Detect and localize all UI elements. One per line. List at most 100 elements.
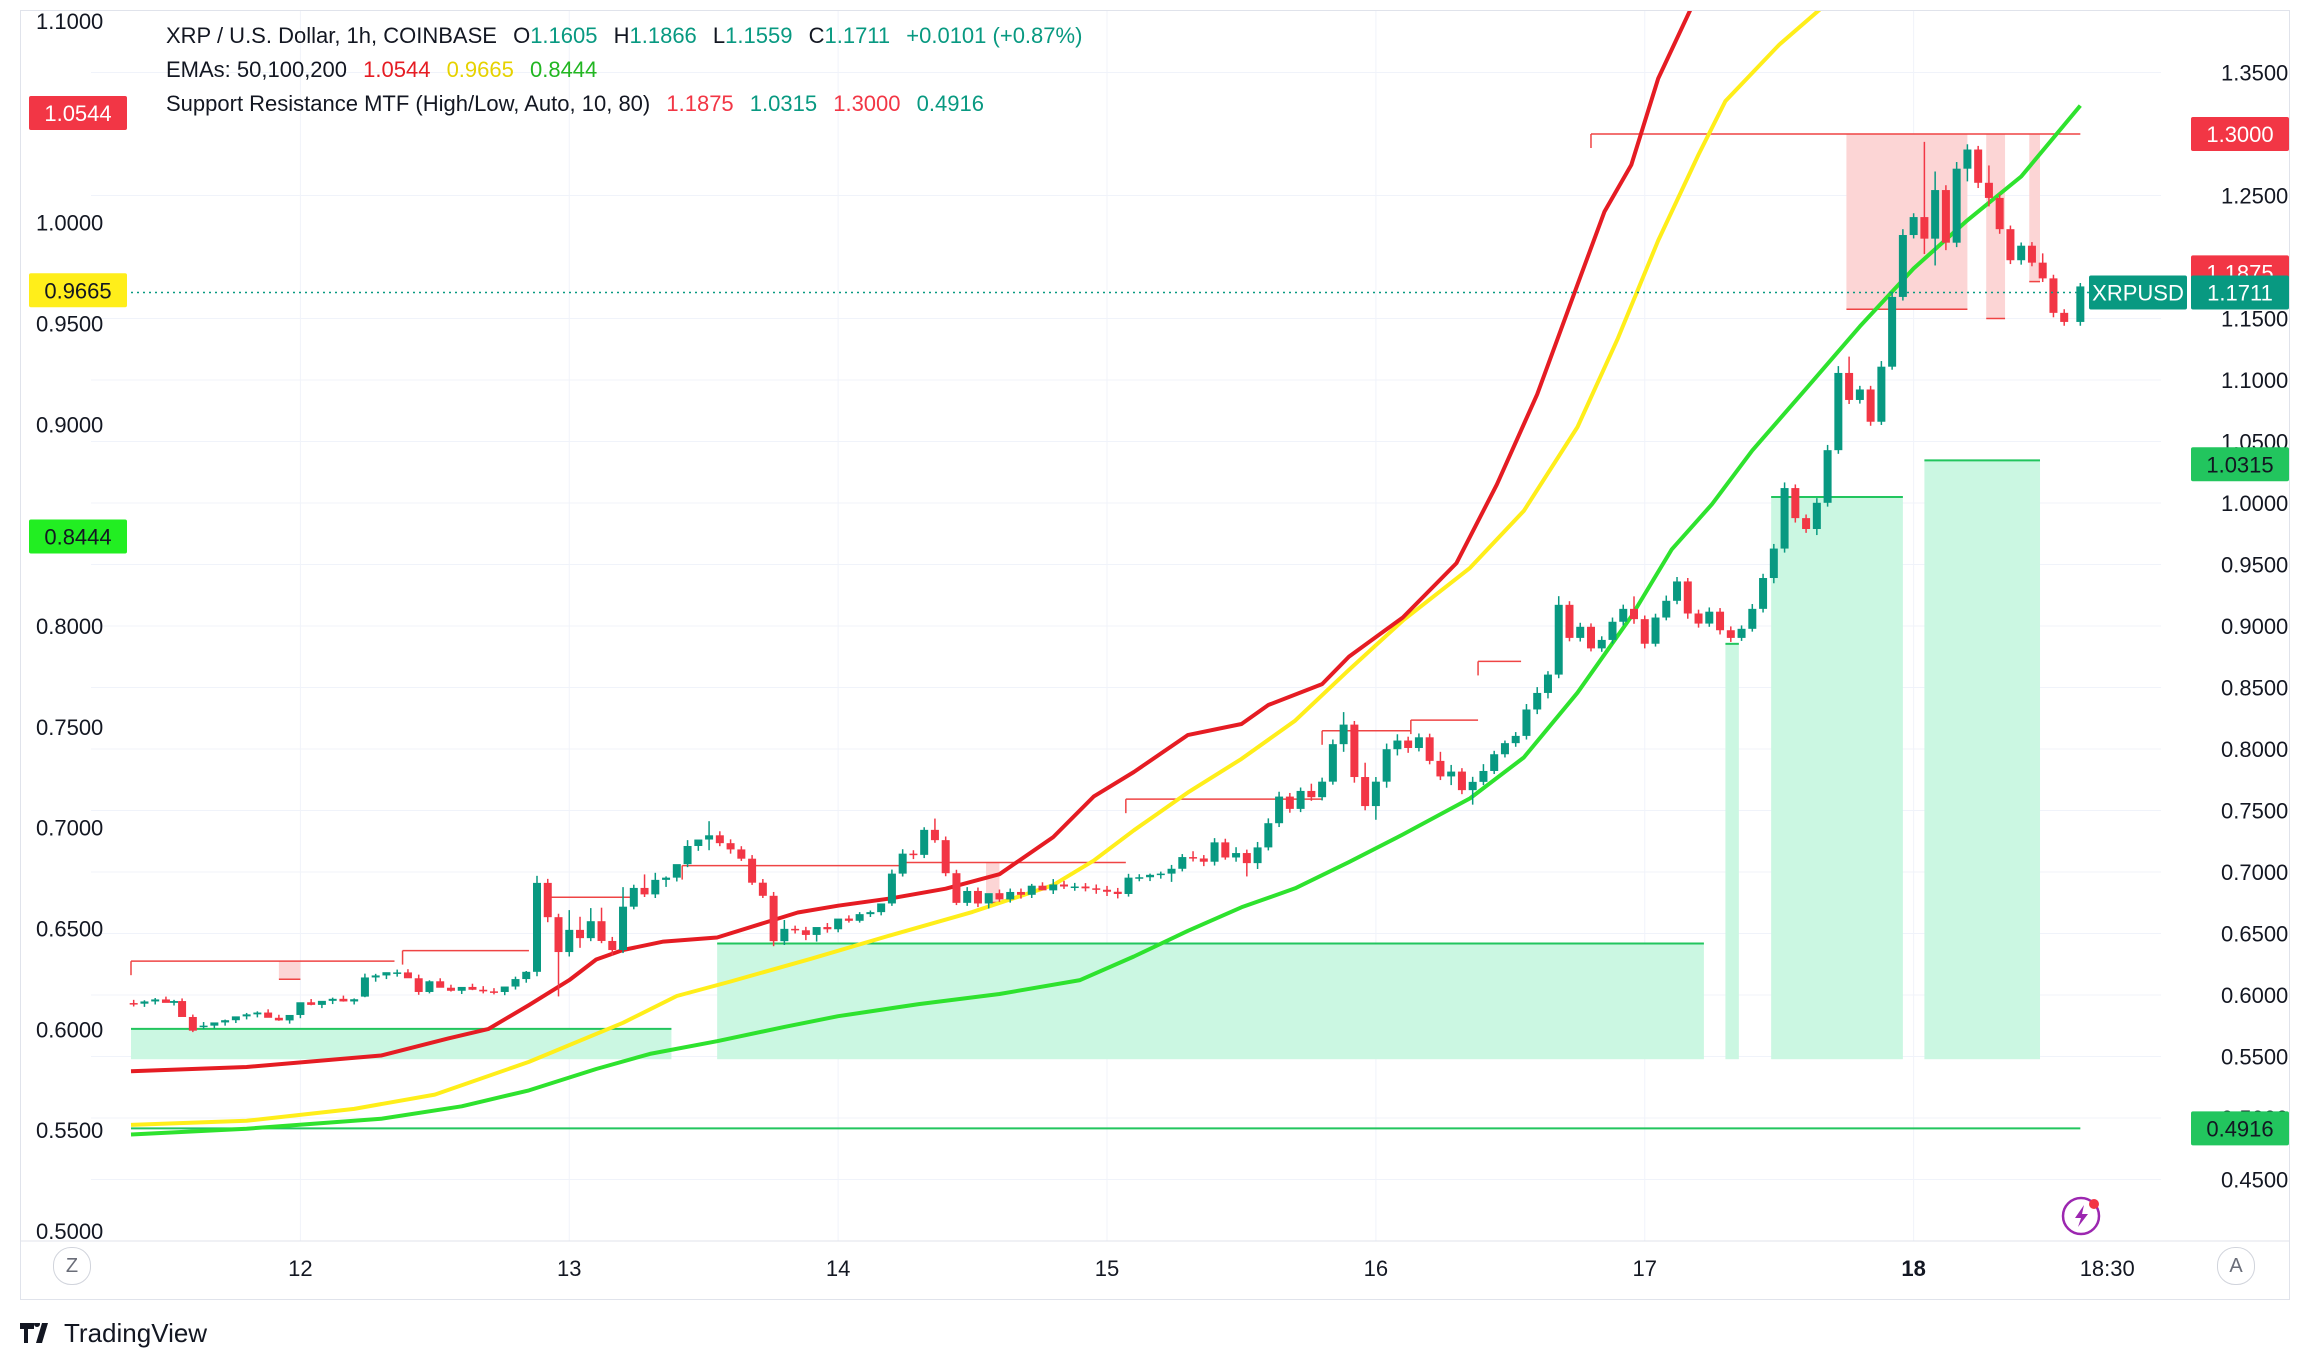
candle-body <box>1092 888 1101 890</box>
o-label: O <box>513 23 531 48</box>
candle-body <box>1941 190 1950 243</box>
lightning-icon[interactable] <box>2061 1196 2101 1236</box>
emas-label: EMAs: 50,100,200 <box>166 57 348 82</box>
candle-body <box>1543 674 1552 693</box>
legend-emas-line: EMAs: 50,100,200 1.0544 0.9665 0.8444 <box>166 57 607 83</box>
candle-body <box>887 873 896 904</box>
candle-body <box>1113 891 1122 894</box>
candle-body <box>296 1002 305 1015</box>
right-axis-tick-label: 1.3500 <box>2221 61 2288 86</box>
ema50-badge-bg <box>29 96 127 131</box>
left-axis-tick-label: 1.1000 <box>36 11 103 34</box>
legend-symbol-line: XRP / U.S. Dollar, 1h, COINBASE O1.1605 … <box>166 23 1102 49</box>
candle-body <box>1006 891 1015 900</box>
legend-title: XRP / U.S. Dollar, 1h, COINBASE <box>166 23 497 48</box>
support-low-badge-bg <box>2191 1111 2289 1146</box>
support-low-badge: 0.4916 <box>2206 1116 2273 1141</box>
sr1-value: 1.1875 <box>666 91 734 116</box>
x-axis-tick-label: 17 <box>1633 1256 1657 1281</box>
candle-body <box>2076 286 2085 322</box>
price-chart[interactable]: 1.1000 1.0000 0.9500 0.9000 0.8000 0.7500 0.70… <box>21 11 2289 1299</box>
candle-body <box>1049 884 1058 891</box>
left-axis-tick-label: 0.7500 <box>36 715 103 740</box>
lightning-icon-bolt <box>2075 1205 2088 1227</box>
sr4-value: 0.4916 <box>916 91 984 116</box>
candle-body <box>1565 604 1574 638</box>
ema100-badge: 0.9665 <box>44 278 111 303</box>
candle-body <box>769 895 778 942</box>
candle-body <box>629 887 638 907</box>
ema100-badge-bg <box>29 273 127 308</box>
auto-scale-left-button[interactable]: Z <box>53 1247 91 1285</box>
candle-body <box>877 903 886 913</box>
tradingview-logo[interactable]: TradingView <box>20 1318 207 1349</box>
candle-body <box>1124 877 1133 894</box>
h-value: 1.1866 <box>629 23 697 48</box>
left-axis-tick-label: 0.8000 <box>36 614 103 639</box>
candle-body <box>2027 245 2036 263</box>
candle-body <box>597 921 606 941</box>
last-price-badge-bg <box>2191 275 2289 310</box>
ema200-badge-bg <box>29 519 127 554</box>
candle-body <box>844 918 853 921</box>
candle-body <box>748 858 757 883</box>
candle-body <box>393 972 402 974</box>
candle-body <box>608 940 617 951</box>
legend-ohlc: O1.1605 H1.1866 L1.1559 C1.1711 +0.0101 … <box>513 23 1092 48</box>
candle-body <box>1533 692 1542 710</box>
candle-body <box>1726 630 1735 638</box>
resistance-top-badge-bg <box>2191 117 2289 151</box>
candle-body <box>1296 790 1305 809</box>
candle-body <box>1081 886 1090 889</box>
candle-body <box>941 840 950 874</box>
candle-body <box>328 998 337 1001</box>
symbol-tag: XRPUSD <box>2092 281 2184 306</box>
candle-body <box>1812 502 1821 530</box>
candle-body <box>199 1025 208 1028</box>
candle-body <box>1264 823 1273 848</box>
ema100-line <box>130 11 1822 1127</box>
support-zone <box>1771 496 1903 1060</box>
candle-body <box>1038 885 1047 891</box>
left-axis-tick-label: 0.6000 <box>36 1017 103 1042</box>
candle-body <box>1350 724 1359 778</box>
candle-body <box>264 1012 273 1018</box>
ema50-badge: 1.0544 <box>44 101 111 126</box>
candle-body <box>210 1022 219 1026</box>
candle-body <box>1909 217 1918 236</box>
candle-body <box>242 1014 251 1017</box>
candle-body <box>1630 608 1639 620</box>
support-zone <box>1924 460 2041 1060</box>
candle-body <box>715 835 724 844</box>
candle-body <box>1640 619 1649 644</box>
candle-body <box>898 853 907 874</box>
support-zone <box>717 943 1704 1060</box>
candle-body <box>619 906 628 951</box>
candle-body <box>468 986 477 990</box>
candle-body <box>457 986 466 991</box>
candle-body <box>705 835 714 840</box>
support-zone <box>131 1028 672 1060</box>
candle-body <box>1554 604 1563 675</box>
candle-body <box>920 829 929 855</box>
candle-body <box>1802 518 1811 530</box>
right-axis-tick-label: 0.5500 <box>2221 1045 2288 1070</box>
change-value: +0.0101 (+0.87%) <box>906 23 1083 48</box>
x-axis-tick-label: 16 <box>1364 1256 1388 1281</box>
candle-body <box>866 912 875 915</box>
auto-scale-right-button[interactable]: A <box>2217 1247 2255 1285</box>
candle-body <box>1705 611 1714 624</box>
support-mid-badge: 1.0315 <box>2206 452 2273 477</box>
candle-body <box>1576 626 1585 638</box>
l-value: 1.1559 <box>725 23 793 48</box>
candle-body <box>221 1020 230 1023</box>
candle-body <box>1737 628 1746 638</box>
left-axis-tick-label: 0.5000 <box>36 1219 103 1244</box>
srmtf-label: Support Resistance MTF (High/Low, Auto, … <box>166 91 651 116</box>
candle-body <box>1135 877 1144 879</box>
candle-body <box>1189 857 1198 859</box>
candle-body <box>1855 389 1864 400</box>
resistance-zone <box>278 961 301 980</box>
candle-body <box>726 843 735 850</box>
candle-body <box>662 877 671 880</box>
